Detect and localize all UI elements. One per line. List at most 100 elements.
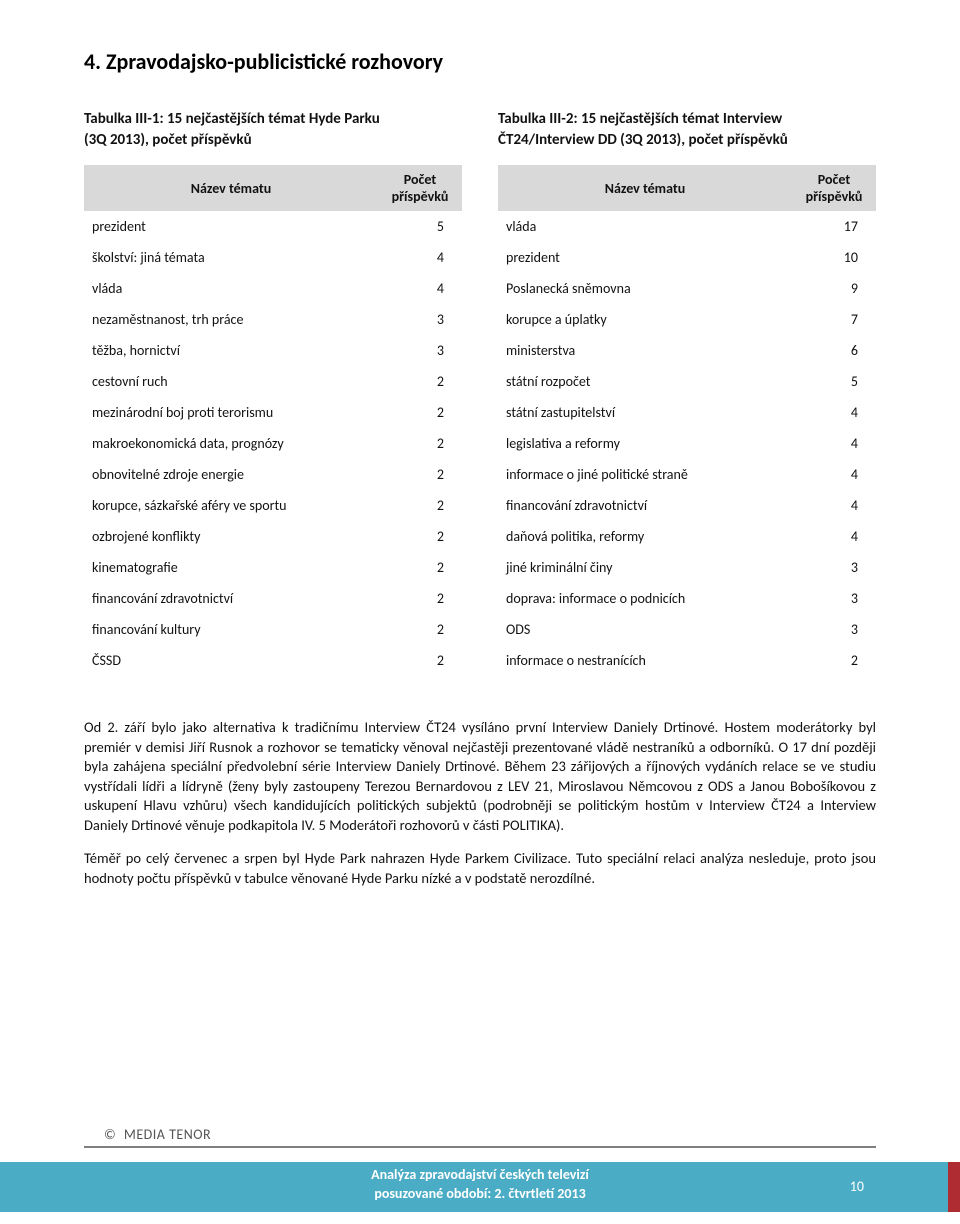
table-row: ČSSD2 bbox=[84, 645, 462, 676]
cell-count: 5 bbox=[792, 366, 876, 397]
cell-name: prezident bbox=[498, 242, 792, 273]
table-row: mezinárodní boj proti terorismu2 bbox=[84, 397, 462, 428]
cell-name: daňová politika, reformy bbox=[498, 521, 792, 552]
tables-row: Tabulka III-1: 15 nejčastějších témat Hy… bbox=[84, 109, 876, 676]
table-row: legislativa a reformy4 bbox=[498, 428, 876, 459]
cell-name: obnovitelné zdroje energie bbox=[84, 459, 378, 490]
table-row: prezident5 bbox=[84, 211, 462, 242]
cell-name: jiné kriminální činy bbox=[498, 552, 792, 583]
cell-name: státní zastupitelství bbox=[498, 397, 792, 428]
table-row: kinematografie2 bbox=[84, 552, 462, 583]
cell-count: 10 bbox=[792, 242, 876, 273]
footer-logo: © MEDIA TENOR bbox=[104, 1126, 211, 1143]
cell-count: 2 bbox=[378, 397, 462, 428]
col-header-name: Název tématu bbox=[84, 165, 378, 211]
left-column: Tabulka III-1: 15 nejčastějších témat Hy… bbox=[84, 109, 462, 676]
cell-count: 17 bbox=[792, 211, 876, 242]
cell-name: legislativa a reformy bbox=[498, 428, 792, 459]
cell-name: financování zdravotnictví bbox=[498, 490, 792, 521]
cell-count: 4 bbox=[792, 490, 876, 521]
page-number: 10 bbox=[850, 1178, 864, 1195]
col-header-count-l1: Počet bbox=[818, 171, 850, 188]
cell-name: prezident bbox=[84, 211, 378, 242]
copyright-symbol: © bbox=[104, 1126, 116, 1143]
cell-count: 2 bbox=[378, 428, 462, 459]
cell-name: informace o jiné politické straně bbox=[498, 459, 792, 490]
cell-count: 4 bbox=[792, 459, 876, 490]
cell-count: 2 bbox=[378, 614, 462, 645]
right-table-caption: Tabulka III-2: 15 nejčastějších témat In… bbox=[498, 109, 876, 151]
cell-name: informace o nestranících bbox=[498, 645, 792, 676]
table-row: obnovitelné zdroje energie2 bbox=[84, 459, 462, 490]
table-row: informace o nestranících2 bbox=[498, 645, 876, 676]
cell-count: 9 bbox=[792, 273, 876, 304]
cell-name: těžba, hornictví bbox=[84, 335, 378, 366]
table-row: státní rozpočet5 bbox=[498, 366, 876, 397]
table-row: vláda4 bbox=[84, 273, 462, 304]
cell-name: ČSSD bbox=[84, 645, 378, 676]
page-footer: © MEDIA TENOR Analýza zpravodajství česk… bbox=[0, 1132, 960, 1224]
body-paragraphs: Od 2. září bylo jako alternativa k tradi… bbox=[84, 718, 876, 889]
col-header-count-l2: příspěvků bbox=[806, 188, 863, 205]
cell-count: 2 bbox=[792, 645, 876, 676]
table-row: jiné kriminální činy3 bbox=[498, 552, 876, 583]
cell-count: 2 bbox=[378, 366, 462, 397]
cell-count: 4 bbox=[792, 428, 876, 459]
col-header-count-l2: příspěvků bbox=[392, 188, 449, 205]
cell-name: ministerstva bbox=[498, 335, 792, 366]
table-row: prezident10 bbox=[498, 242, 876, 273]
paragraph: Téměř po celý červenec a srpen byl Hyde … bbox=[84, 849, 876, 888]
cell-count: 2 bbox=[378, 459, 462, 490]
table-row: Poslanecká sněmovna9 bbox=[498, 273, 876, 304]
caption-line: Tabulka III-1: 15 nejčastějších témat Hy… bbox=[84, 110, 380, 128]
cell-count: 2 bbox=[378, 583, 462, 614]
table-row: informace o jiné politické straně4 bbox=[498, 459, 876, 490]
table-row: ministerstva6 bbox=[498, 335, 876, 366]
cell-name: makroekonomická data, prognózy bbox=[84, 428, 378, 459]
table-row: ODS3 bbox=[498, 614, 876, 645]
cell-count: 5 bbox=[378, 211, 462, 242]
table-row: těžba, hornictví3 bbox=[84, 335, 462, 366]
footer-center-l2: posuzované období: 2. čtvrtletí 2013 bbox=[374, 1185, 585, 1202]
table-header-row: Název tématu Počet příspěvků bbox=[84, 165, 462, 211]
cell-count: 3 bbox=[378, 335, 462, 366]
table-row: doprava: informace o podnicích3 bbox=[498, 583, 876, 614]
cell-name: doprava: informace o podnicích bbox=[498, 583, 792, 614]
table-row: školství: jiná témata4 bbox=[84, 242, 462, 273]
footer-center-text: Analýza zpravodajství českých televizí p… bbox=[0, 1166, 960, 1204]
left-table: Název tématu Počet příspěvků prezident5š… bbox=[84, 165, 462, 676]
cell-name: Poslanecká sněmovna bbox=[498, 273, 792, 304]
cell-name: kinematografie bbox=[84, 552, 378, 583]
cell-name: korupce a úplatky bbox=[498, 304, 792, 335]
cell-count: 6 bbox=[792, 335, 876, 366]
right-table: Název tématu Počet příspěvků vláda17prez… bbox=[498, 165, 876, 676]
cell-count: 4 bbox=[792, 521, 876, 552]
table-row: cestovní ruch2 bbox=[84, 366, 462, 397]
cell-count: 2 bbox=[378, 552, 462, 583]
cell-name: státní rozpočet bbox=[498, 366, 792, 397]
cell-name: financování zdravotnictví bbox=[84, 583, 378, 614]
table-row: financování zdravotnictví2 bbox=[84, 583, 462, 614]
footer-logo-text: MEDIA TENOR bbox=[124, 1126, 211, 1143]
table-row: státní zastupitelství4 bbox=[498, 397, 876, 428]
cell-name: financování kultury bbox=[84, 614, 378, 645]
cell-count: 4 bbox=[378, 273, 462, 304]
cell-name: cestovní ruch bbox=[84, 366, 378, 397]
cell-count: 4 bbox=[378, 242, 462, 273]
table-row: makroekonomická data, prognózy2 bbox=[84, 428, 462, 459]
caption-line: ČT24/Interview DD (3Q 2013), počet přísp… bbox=[498, 131, 788, 149]
table-row: financování kultury2 bbox=[84, 614, 462, 645]
col-header-count-l1: Počet bbox=[404, 171, 436, 188]
cell-count: 2 bbox=[378, 521, 462, 552]
cell-count: 3 bbox=[792, 552, 876, 583]
table-header-row: Název tématu Počet příspěvků bbox=[498, 165, 876, 211]
cell-name: vláda bbox=[498, 211, 792, 242]
cell-count: 2 bbox=[378, 490, 462, 521]
cell-count: 3 bbox=[378, 304, 462, 335]
footer-divider bbox=[84, 1146, 876, 1148]
cell-name: mezinárodní boj proti terorismu bbox=[84, 397, 378, 428]
cell-name: ozbrojené konflikty bbox=[84, 521, 378, 552]
left-table-caption: Tabulka III-1: 15 nejčastějších témat Hy… bbox=[84, 109, 462, 151]
paragraph: Od 2. září bylo jako alternativa k tradi… bbox=[84, 718, 876, 835]
col-header-name: Název tématu bbox=[498, 165, 792, 211]
